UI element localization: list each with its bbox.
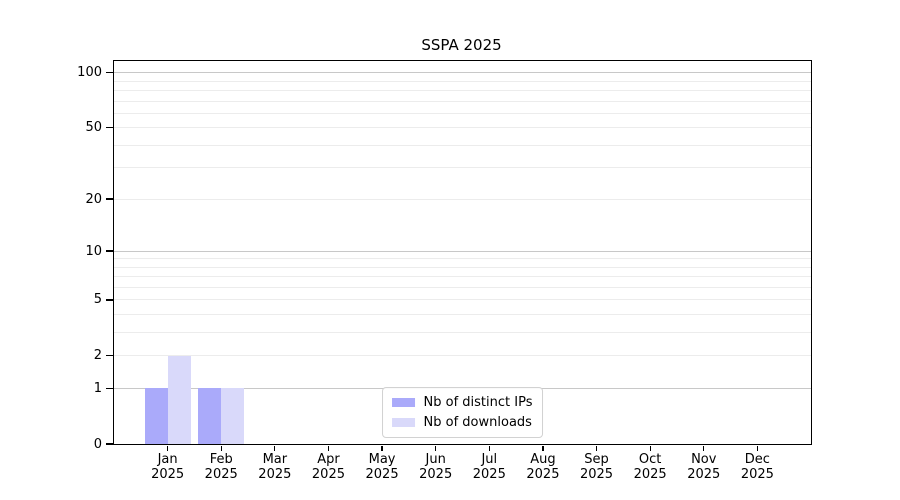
x-tick-year: 2025 — [526, 467, 560, 482]
x-tick-year: 2025 — [365, 467, 399, 482]
x-tick-year: 2025 — [204, 467, 238, 482]
minor-gridline — [114, 112, 811, 114]
minor-gridline — [114, 80, 811, 82]
minor-gridline — [114, 127, 811, 129]
x-tick-label: Jun 2025 — [404, 452, 468, 482]
x-tick-label: Feb 2025 — [189, 452, 253, 482]
y-tick-label: 10 — [85, 243, 102, 259]
x-tick-month: Feb — [209, 452, 233, 467]
y-tick-label: 5 — [93, 292, 102, 308]
y-tick-label: 50 — [85, 120, 102, 136]
x-tick-year: 2025 — [740, 467, 774, 482]
x-tick-year: 2025 — [687, 467, 721, 482]
y-tick-mark — [106, 198, 113, 200]
major-gridline — [114, 72, 811, 74]
minor-gridline — [114, 167, 811, 169]
x-tick-month: Jul — [481, 452, 498, 467]
x-tick-year: 2025 — [633, 467, 667, 482]
minor-gridline — [114, 258, 811, 260]
minor-gridline — [114, 198, 811, 200]
bar-distinct-ips — [198, 388, 222, 444]
y-tick-label: 20 — [85, 191, 102, 207]
x-tick-mark — [488, 445, 490, 451]
y-tick-mark — [106, 354, 113, 357]
x-tick-month: Jan — [157, 452, 178, 467]
x-tick-mark — [649, 445, 651, 451]
x-tick-label: May 2025 — [350, 452, 414, 482]
x-tick-label: Jan 2025 — [136, 452, 200, 482]
minor-gridline — [114, 90, 811, 92]
legend-item-distinct-ips: Nb of distinct IPs — [391, 394, 533, 411]
minor-gridline — [114, 314, 811, 316]
x-tick-label: Nov 2025 — [672, 452, 736, 482]
x-tick-month: Apr — [317, 452, 340, 467]
x-tick-label: Sep 2025 — [565, 452, 629, 482]
y-tick-mark — [106, 127, 113, 129]
x-tick-year: 2025 — [151, 467, 185, 482]
legend: Nb of distinct IPs Nb of downloads — [381, 387, 544, 438]
x-tick-month: Jun — [425, 452, 446, 467]
y-tick-label: 0 — [93, 436, 102, 452]
x-tick-year: 2025 — [579, 467, 614, 482]
bar-downloads — [167, 355, 191, 444]
legend-label-downloads: Nb of downloads — [423, 415, 532, 430]
x-tick-mark — [756, 445, 759, 451]
y-tick-mark — [106, 387, 113, 389]
x-tick-month: Sep — [584, 452, 609, 467]
x-tick-label: Oct 2025 — [618, 452, 682, 482]
chart-title: SSPA 2025 — [421, 36, 502, 54]
x-tick-month: May — [368, 452, 396, 467]
minor-gridline — [114, 286, 811, 288]
legend-item-downloads: Nb of downloads — [391, 414, 533, 431]
x-tick-mark — [166, 445, 169, 451]
x-tick-month: Oct — [638, 452, 662, 467]
x-tick-mark — [435, 445, 437, 451]
minor-gridline — [114, 355, 811, 357]
minor-gridline — [114, 299, 811, 301]
major-gridline — [114, 250, 811, 252]
x-tick-month: Dec — [744, 452, 770, 467]
bar-distinct-ips — [144, 388, 168, 444]
x-tick-mark — [595, 445, 598, 451]
x-tick-year: 2025 — [472, 467, 506, 482]
x-tick-mark — [220, 445, 222, 451]
x-tick-year: 2025 — [311, 467, 345, 482]
y-tick-mark — [106, 299, 113, 301]
x-tick-month: Aug — [530, 452, 556, 467]
legend-swatch-downloads — [391, 418, 415, 427]
y-tick-mark — [106, 250, 113, 252]
x-tick-label: Jul 2025 — [457, 452, 521, 482]
x-tick-label: Apr 2025 — [296, 452, 360, 482]
x-tick-label: Mar 2025 — [243, 452, 307, 482]
x-tick-month: Mar — [262, 452, 288, 467]
x-tick-label: Aug 2025 — [511, 452, 575, 482]
x-tick-mark — [381, 445, 383, 451]
x-tick-mark — [542, 445, 544, 451]
x-tick-year: 2025 — [258, 467, 292, 482]
x-tick-mark — [327, 445, 330, 451]
minor-gridline — [114, 276, 811, 278]
minor-gridline — [114, 266, 811, 268]
x-tick-label: Dec 2025 — [725, 452, 789, 482]
minor-gridline — [114, 144, 811, 146]
x-tick-year: 2025 — [419, 467, 453, 482]
legend-swatch-distinct-ips — [391, 398, 415, 407]
x-tick-mark — [703, 445, 705, 451]
bar-downloads — [221, 388, 245, 444]
y-tick-mark — [106, 443, 113, 445]
x-tick-mark — [274, 445, 276, 451]
y-tick-label: 1 — [93, 380, 102, 396]
legend-label-distinct-ips: Nb of distinct IPs — [423, 395, 533, 410]
y-tick-mark — [106, 72, 113, 74]
y-tick-label: 100 — [77, 65, 102, 81]
y-tick-label: 2 — [93, 348, 102, 364]
plot-area: 0 1 2 5 10 20 50 100 Jan 2025 Feb 2025 Mar 2025 Apr 202… — [77, 60, 812, 482]
x-tick-month: Nov — [691, 452, 717, 467]
minor-gridline — [114, 332, 811, 333]
minor-gridline — [114, 100, 811, 102]
